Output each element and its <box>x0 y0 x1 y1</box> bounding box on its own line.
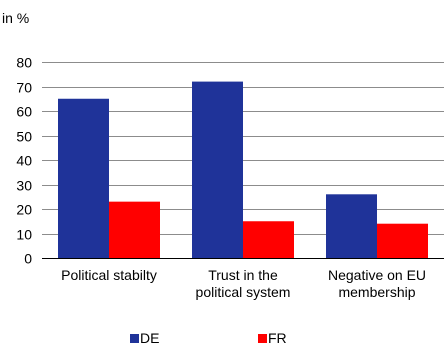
y-tick-label: 70 <box>16 80 32 96</box>
legend-label: DE <box>140 330 159 346</box>
bars <box>58 81 428 258</box>
x-tick-label-line: Political stabilty <box>61 267 157 283</box>
y-tick-label: 50 <box>16 129 32 145</box>
x-tick-label: Political stabilty <box>61 267 157 283</box>
y-tick-label: 60 <box>16 104 32 120</box>
bar-de-1 <box>192 81 243 258</box>
bar-fr-1 <box>243 221 294 258</box>
legend-label: FR <box>268 330 287 346</box>
legend: DE FR <box>130 330 287 346</box>
x-axis-labels: Political stabilty Trust in the political … <box>61 267 426 300</box>
y-tick-label: 10 <box>16 227 32 243</box>
y-tick-label: 80 <box>16 55 32 71</box>
y-tick-label: 30 <box>16 178 32 194</box>
bar-de-2 <box>326 194 377 258</box>
bar-fr-2 <box>377 223 428 258</box>
y-tick-label: 20 <box>16 202 32 218</box>
y-tick-label: 0 <box>24 251 32 267</box>
x-tick-label-line: membership <box>338 284 415 300</box>
unit-label: in % <box>2 10 29 26</box>
bar-fr-0 <box>109 201 160 258</box>
x-tick-label: Negative on EU membership <box>328 267 426 300</box>
x-tick-label-line: Trust in the <box>208 267 278 283</box>
x-tick-label-line: political system <box>196 284 291 300</box>
x-tick-label-line: Negative on EU <box>328 267 426 283</box>
bar-de-0 <box>58 98 109 258</box>
legend-swatch-fr <box>258 334 267 343</box>
y-tick-label: 40 <box>16 153 32 169</box>
x-tick-label: Trust in the political system <box>196 267 291 300</box>
y-axis-ticks: 0 10 20 30 40 50 60 70 80 <box>16 55 32 267</box>
legend-swatch-de <box>130 334 139 343</box>
